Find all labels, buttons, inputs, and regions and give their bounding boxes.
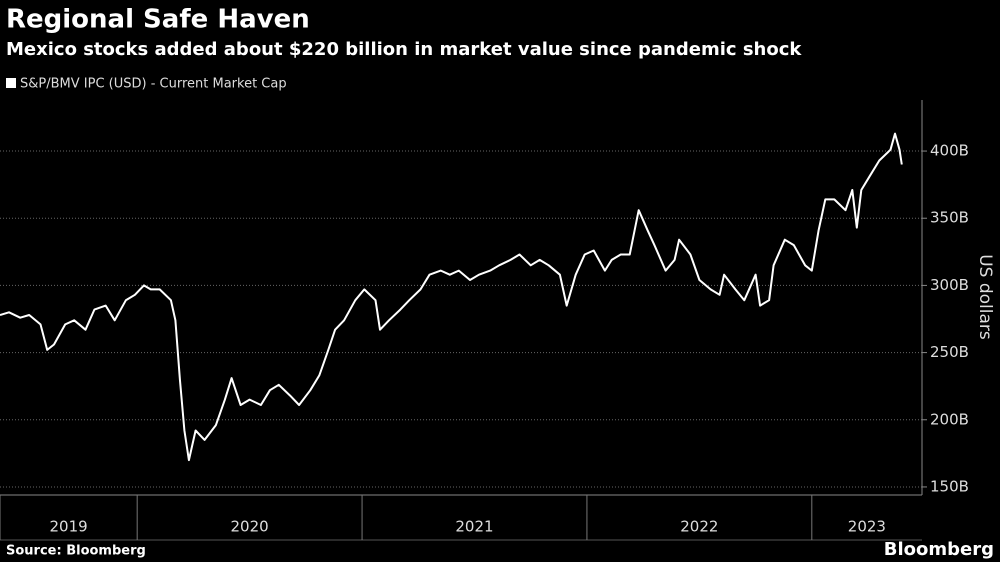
x-tick-label: 2022 xyxy=(680,518,718,536)
y-tick-label: 350B xyxy=(930,209,969,227)
series-line xyxy=(0,132,903,462)
source: Source: Bloomberg xyxy=(6,544,146,559)
y-axis-label: US dollars xyxy=(975,254,995,340)
y-tick-label: 150B xyxy=(930,477,969,495)
legend-label: S&P/BMV IPC (USD) - Current Market Cap xyxy=(20,77,287,92)
y-tick-label: 200B xyxy=(930,410,969,428)
y-tick-label: 300B xyxy=(930,276,969,294)
x-tick-label: 2019 xyxy=(49,518,87,536)
x-tick-label: 2023 xyxy=(848,518,886,536)
brand: Bloomberg xyxy=(884,539,994,560)
chart-subtitle: Mexico stocks added about $220 billion i… xyxy=(6,39,802,60)
x-tick-label: 2021 xyxy=(455,518,493,536)
x-tick-label: 2020 xyxy=(231,518,269,536)
y-tick-label: 250B xyxy=(930,343,969,361)
legend-swatch xyxy=(6,78,16,88)
chart-title: Regional Safe Haven xyxy=(6,5,310,35)
y-tick-label: 400B xyxy=(930,142,969,160)
